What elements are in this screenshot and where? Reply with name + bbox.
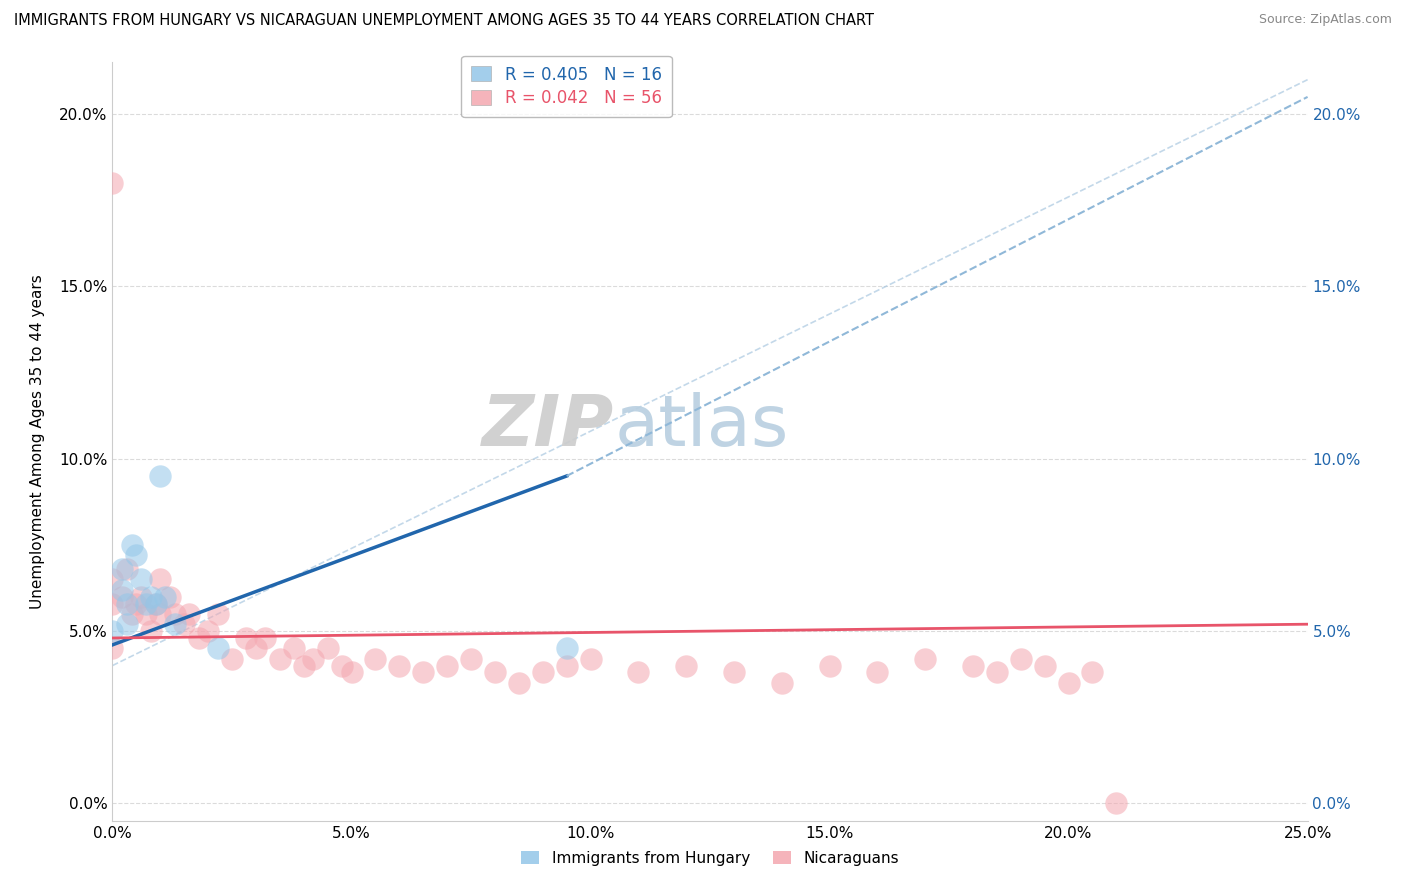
Point bbox=[675, 658, 697, 673]
Point bbox=[149, 469, 172, 483]
Point bbox=[115, 562, 138, 576]
Point bbox=[101, 597, 124, 611]
Point bbox=[914, 651, 936, 665]
Point bbox=[508, 675, 530, 690]
Point bbox=[1081, 665, 1104, 680]
Point bbox=[1033, 658, 1056, 673]
Point bbox=[139, 624, 162, 639]
Point bbox=[149, 573, 172, 587]
Point bbox=[111, 582, 134, 597]
Point bbox=[135, 597, 157, 611]
Point bbox=[316, 641, 339, 656]
Point bbox=[330, 658, 353, 673]
Point bbox=[1105, 797, 1128, 811]
Point bbox=[153, 590, 176, 604]
Point bbox=[129, 573, 152, 587]
Point bbox=[555, 641, 578, 656]
Point bbox=[129, 590, 152, 604]
Point bbox=[173, 617, 195, 632]
Point bbox=[207, 641, 229, 656]
Point bbox=[254, 631, 277, 645]
Point bbox=[269, 651, 291, 665]
Point bbox=[101, 641, 124, 656]
Point bbox=[292, 658, 315, 673]
Point bbox=[283, 641, 305, 656]
Point bbox=[364, 651, 387, 665]
Text: IMMIGRANTS FROM HUNGARY VS NICARAGUAN UNEMPLOYMENT AMONG AGES 35 TO 44 YEARS COR: IMMIGRANTS FROM HUNGARY VS NICARAGUAN UN… bbox=[14, 13, 875, 29]
Point bbox=[962, 658, 984, 673]
Point bbox=[101, 624, 124, 639]
Point bbox=[531, 665, 554, 680]
Point bbox=[125, 548, 148, 563]
Point bbox=[115, 617, 138, 632]
Point bbox=[484, 665, 506, 680]
Point bbox=[818, 658, 841, 673]
Point bbox=[245, 641, 267, 656]
Point bbox=[121, 607, 143, 621]
Point bbox=[627, 665, 650, 680]
Point bbox=[115, 597, 138, 611]
Point bbox=[111, 590, 134, 604]
Point bbox=[555, 658, 578, 673]
Point bbox=[121, 538, 143, 552]
Point bbox=[1010, 651, 1032, 665]
Point bbox=[139, 590, 162, 604]
Point bbox=[723, 665, 745, 680]
Point bbox=[145, 597, 167, 611]
Point bbox=[770, 675, 793, 690]
Point bbox=[159, 590, 181, 604]
Text: atlas: atlas bbox=[614, 392, 789, 461]
Point bbox=[163, 617, 186, 632]
Legend: Immigrants from Hungary, Nicaraguans: Immigrants from Hungary, Nicaraguans bbox=[513, 843, 907, 873]
Point bbox=[125, 597, 148, 611]
Text: ZIP: ZIP bbox=[482, 392, 614, 461]
Y-axis label: Unemployment Among Ages 35 to 44 years: Unemployment Among Ages 35 to 44 years bbox=[31, 274, 45, 609]
Point bbox=[235, 631, 257, 645]
Point bbox=[221, 651, 243, 665]
Point bbox=[145, 597, 167, 611]
Point bbox=[412, 665, 434, 680]
Text: Source: ZipAtlas.com: Source: ZipAtlas.com bbox=[1258, 13, 1392, 27]
Point bbox=[866, 665, 889, 680]
Point bbox=[340, 665, 363, 680]
Point bbox=[579, 651, 602, 665]
Point bbox=[177, 607, 200, 621]
Point bbox=[197, 624, 219, 639]
Point bbox=[101, 573, 124, 587]
Point bbox=[187, 631, 209, 645]
Point bbox=[207, 607, 229, 621]
Point bbox=[111, 562, 134, 576]
Point bbox=[1057, 675, 1080, 690]
Point bbox=[986, 665, 1008, 680]
Point bbox=[460, 651, 482, 665]
Point bbox=[436, 658, 458, 673]
Point bbox=[388, 658, 411, 673]
Point bbox=[302, 651, 325, 665]
Point bbox=[101, 176, 124, 190]
Point bbox=[149, 607, 172, 621]
Point bbox=[163, 607, 186, 621]
Point bbox=[135, 607, 157, 621]
